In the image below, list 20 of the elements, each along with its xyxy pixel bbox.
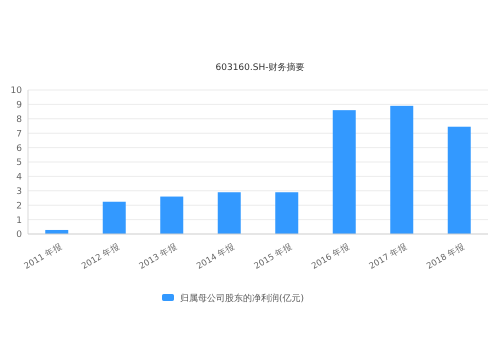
- chart-title: 603160.SH-财务摘要: [216, 62, 304, 73]
- y-tick-label: 9: [16, 100, 22, 111]
- y-tick-label: 7: [16, 129, 22, 140]
- bar: [275, 192, 298, 234]
- y-tick-label: 5: [16, 158, 22, 168]
- y-tick-label: 6: [16, 144, 22, 154]
- y-tick-label: 8: [16, 114, 22, 125]
- bar: [160, 196, 184, 234]
- y-tick-label: 10: [10, 86, 22, 96]
- y-tick-label: 1: [16, 216, 22, 226]
- y-tick-label: 0: [16, 230, 22, 240]
- y-tick-label: 3: [16, 186, 22, 197]
- bar: [390, 106, 414, 234]
- bar: [102, 202, 126, 234]
- legend-label: 归属母公司股东的净利润(亿元): [180, 293, 304, 304]
- bar: [448, 126, 471, 234]
- y-tick-label: 4: [16, 172, 22, 183]
- bar: [218, 192, 241, 234]
- y-tick-label: 2: [16, 201, 22, 212]
- bar: [332, 110, 356, 234]
